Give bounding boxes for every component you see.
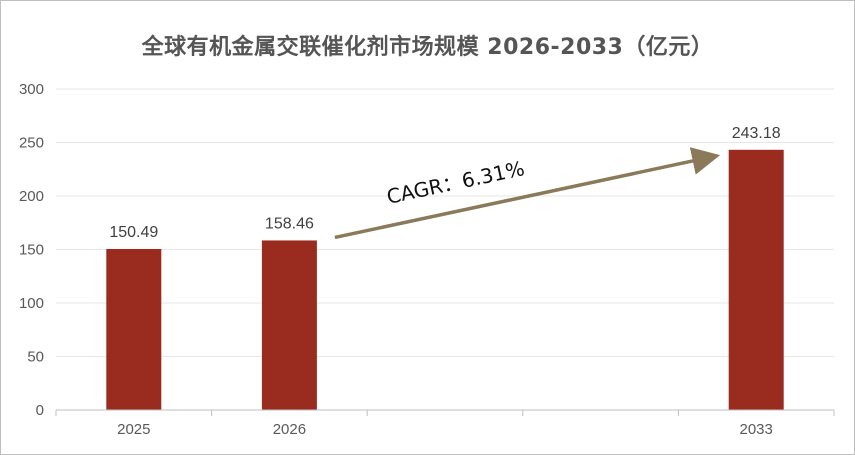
data-label: 158.46 xyxy=(265,215,314,232)
data-label: 150.49 xyxy=(109,224,158,241)
x-tick-label: 2026 xyxy=(273,421,306,438)
cagr-arrow xyxy=(334,147,721,240)
y-tick-label: 50 xyxy=(27,349,44,366)
bar xyxy=(261,240,317,410)
x-tick-label: 2033 xyxy=(740,421,773,438)
y-tick-label: 100 xyxy=(19,295,44,312)
x-tick-label: 2025 xyxy=(117,421,150,438)
y-tick-label: 0 xyxy=(36,402,44,419)
bar xyxy=(728,149,784,410)
y-tick-label: 150 xyxy=(19,242,44,259)
y-tick-label: 300 xyxy=(19,81,44,98)
bar xyxy=(106,248,162,410)
chart-title: 全球有机金属交联催化剂市场规模 2026-2033（亿元） xyxy=(141,35,714,60)
data-label: 243.18 xyxy=(732,125,781,142)
y-tick-label: 200 xyxy=(19,188,44,205)
y-tick-label: 250 xyxy=(19,135,44,152)
